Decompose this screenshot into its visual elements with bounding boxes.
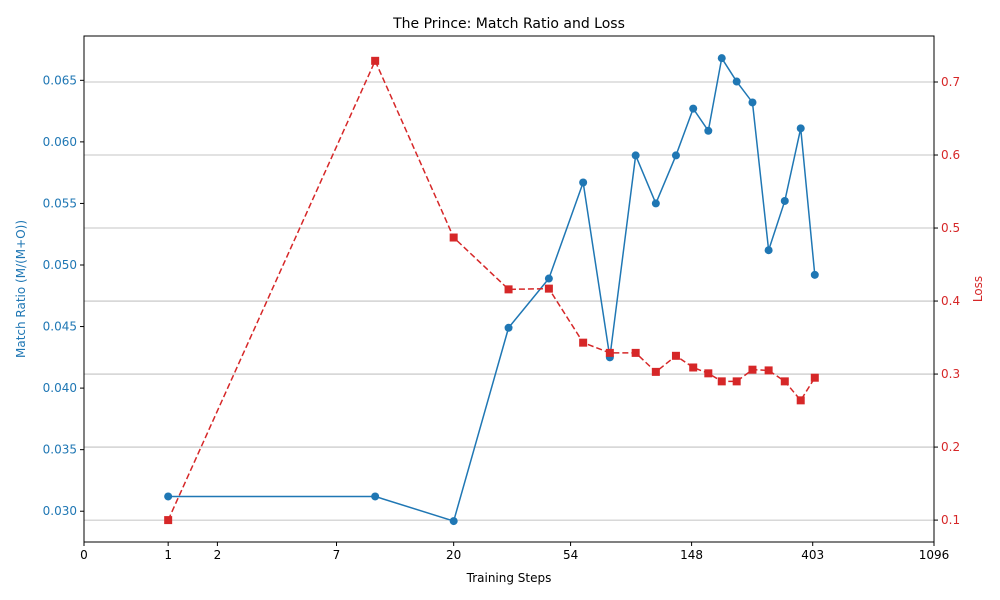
x-tick-label: 148 <box>680 548 703 562</box>
loss-point <box>796 396 805 405</box>
match-ratio-point <box>164 492 173 501</box>
y-left-tick-label: 0.040 <box>43 381 77 395</box>
loss-point <box>504 285 513 294</box>
y-right-tick-label: 0.5 <box>941 221 960 235</box>
match-ratio-point <box>504 323 513 332</box>
loss-point <box>605 348 614 357</box>
match-ratio-point <box>704 126 713 135</box>
y-right-tick-label: 0.6 <box>941 148 960 162</box>
loss-point <box>371 56 380 65</box>
y-right-tick-label: 0.7 <box>941 75 960 89</box>
match-ratio-point <box>732 77 741 86</box>
y-axis-right-label: Loss <box>971 276 985 302</box>
y-right-tick-label: 0.3 <box>941 367 960 381</box>
match-ratio-series <box>164 54 819 526</box>
loss-point <box>651 367 660 376</box>
y-axis-left-label: Match Ratio (M/(M+O)) <box>14 220 28 358</box>
y-left-tick-label: 0.050 <box>43 258 77 272</box>
loss-point <box>671 351 680 360</box>
match-ratio-point <box>796 124 805 133</box>
loss-point <box>748 365 757 374</box>
loss-point <box>780 377 789 386</box>
match-ratio-point <box>371 492 380 501</box>
match-ratio-point <box>689 104 698 113</box>
x-tick-label: 1096 <box>919 548 950 562</box>
x-axis-label: Training Steps <box>466 571 552 585</box>
plot-frame <box>83 35 935 543</box>
chart-title: The Prince: Match Ratio and Loss <box>392 16 625 32</box>
match-ratio-point <box>810 270 819 279</box>
x-tick-label: 20 <box>446 548 461 562</box>
loss-point <box>764 366 773 375</box>
x-tick-label: 7 <box>333 548 341 562</box>
loss-point <box>631 348 640 357</box>
y-left-tick-label: 0.030 <box>43 504 77 518</box>
y-left-tick-label: 0.060 <box>43 135 77 149</box>
match-ratio-point <box>780 196 789 205</box>
match-ratio-point <box>717 54 726 63</box>
x-tick-label: 54 <box>563 548 578 562</box>
y-right-tick-label: 0.4 <box>941 294 960 308</box>
grid-lines <box>84 81 934 521</box>
y-right-tick-label: 0.2 <box>941 440 960 454</box>
loss-point <box>164 516 173 525</box>
x-tick-label: 0 <box>80 548 88 562</box>
match-ratio-point <box>449 517 458 526</box>
y-right-tick-label: 0.1 <box>941 513 960 527</box>
loss-point <box>449 233 458 242</box>
y-left-tick-label: 0.055 <box>43 196 77 210</box>
loss-point <box>810 373 819 382</box>
loss-point <box>732 377 741 386</box>
x-axis: 0 1 2 7 20 54 148 403 1096 <box>80 542 949 562</box>
y-axis-left: 0.030 0.035 0.040 0.045 0.050 0.055 0.060 0.065 <box>43 73 84 518</box>
match-ratio-point <box>671 151 680 160</box>
y-left-tick-label: 0.065 <box>43 73 77 87</box>
match-ratio-point <box>748 98 757 107</box>
loss-line <box>167 58 816 521</box>
y-axis-right: 0.1 0.2 0.3 0.4 0.5 0.6 0.7 <box>934 75 960 527</box>
loss-point <box>579 338 588 347</box>
x-tick-label: 2 <box>214 548 222 562</box>
x-tick-label: 403 <box>801 548 824 562</box>
match-ratio-point <box>764 246 773 255</box>
match-ratio-point <box>631 151 640 160</box>
match-ratio-point <box>651 199 660 208</box>
loss-point <box>717 377 726 386</box>
x-tick-label: 1 <box>164 548 172 562</box>
y-left-tick-label: 0.035 <box>43 443 77 457</box>
loss-point <box>704 369 713 378</box>
loss-point <box>544 284 553 293</box>
match-ratio-point <box>579 178 588 187</box>
loss-series <box>164 56 819 525</box>
loss-point <box>689 363 698 372</box>
match-ratio-line <box>168 56 816 523</box>
match-ratio-point <box>544 274 553 283</box>
y-left-tick-label: 0.045 <box>43 320 77 334</box>
